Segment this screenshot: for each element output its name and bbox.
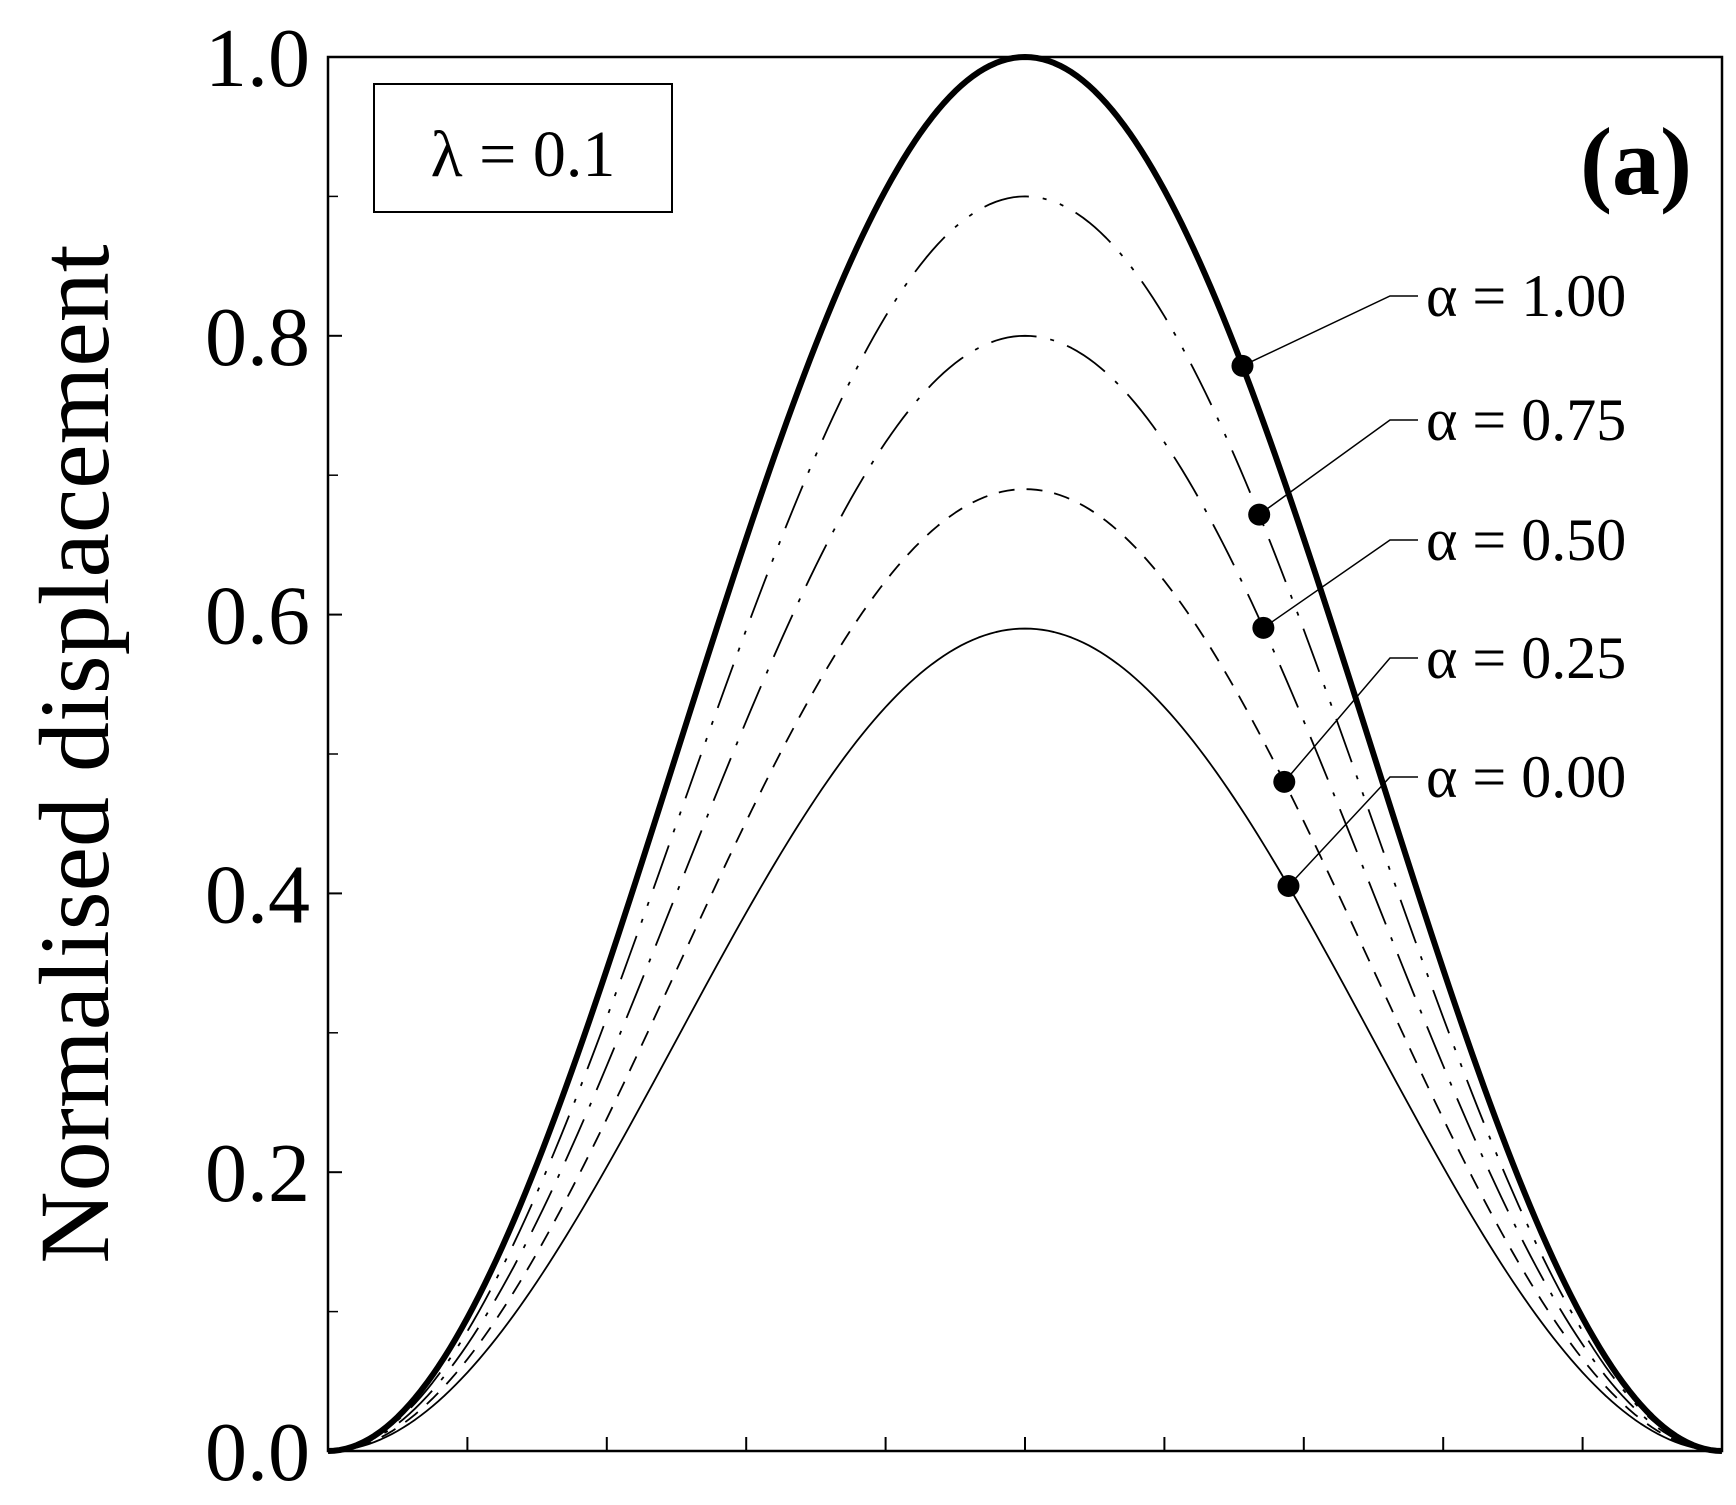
annotation-leader-line [1283, 657, 1418, 783]
series-marker [1248, 503, 1271, 526]
y-tick-label: 0.8 [205, 291, 310, 384]
y-tick-label: 0.4 [205, 848, 310, 941]
y-tick-label: 0.2 [205, 1127, 310, 1220]
annotation-leader-line [1262, 539, 1418, 629]
series-marker [1277, 874, 1300, 897]
series-line-2 [327, 334, 1723, 1452]
series-annotation-label: α = 1.00 [1426, 263, 1626, 329]
series-line-0 [327, 54, 1723, 1454]
annotation-leader-line [1287, 776, 1418, 887]
y-tick-label: 0.6 [205, 570, 310, 663]
series-annotation-label: α = 0.50 [1426, 507, 1626, 573]
parameter-box [373, 83, 673, 213]
y-tick-label: 0.0 [205, 1406, 310, 1499]
series-annotation-label: α = 0.25 [1426, 625, 1626, 691]
series-annotation-label: α = 0.00 [1426, 744, 1626, 810]
panel-label: (a) [1580, 108, 1692, 215]
y-tick-label: 1.0 [205, 12, 310, 105]
series-line-1 [327, 195, 1723, 1452]
series-marker [1252, 616, 1275, 639]
series-marker [1231, 354, 1254, 377]
series-annotation-label: α = 0.75 [1426, 387, 1626, 453]
annotation-leader-line [1258, 419, 1418, 516]
y-axis-title: Normalised displacement [19, 244, 130, 1263]
series-line-4 [327, 627, 1723, 1452]
annotation-leader-line [1242, 295, 1418, 367]
parameter-label: λ = 0.1 [431, 118, 616, 191]
series-line-3 [327, 488, 1723, 1452]
series-marker [1273, 770, 1296, 793]
